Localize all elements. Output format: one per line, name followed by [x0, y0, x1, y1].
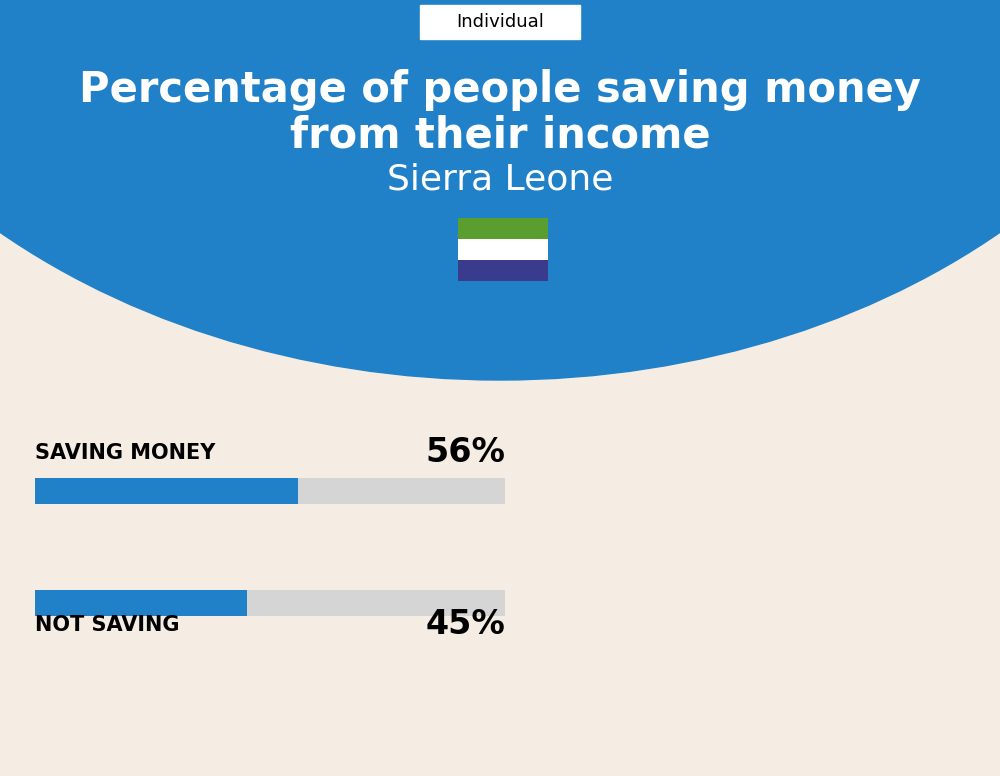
Text: from their income: from their income — [290, 114, 710, 156]
Ellipse shape — [0, 0, 1000, 380]
Text: Sierra Leone: Sierra Leone — [387, 163, 613, 197]
Bar — [458, 239, 548, 260]
Bar — [458, 260, 548, 281]
Bar — [458, 218, 548, 239]
Text: 56%: 56% — [425, 436, 505, 469]
Bar — [35, 478, 298, 504]
Text: NOT SAVING: NOT SAVING — [35, 615, 180, 635]
FancyBboxPatch shape — [420, 5, 580, 39]
Text: 45%: 45% — [425, 608, 505, 642]
Bar — [35, 590, 246, 616]
Text: SAVING MONEY: SAVING MONEY — [35, 443, 215, 463]
Text: Individual: Individual — [456, 13, 544, 31]
Bar — [35, 478, 505, 504]
Bar — [35, 590, 505, 616]
Text: Percentage of people saving money: Percentage of people saving money — [79, 69, 921, 111]
